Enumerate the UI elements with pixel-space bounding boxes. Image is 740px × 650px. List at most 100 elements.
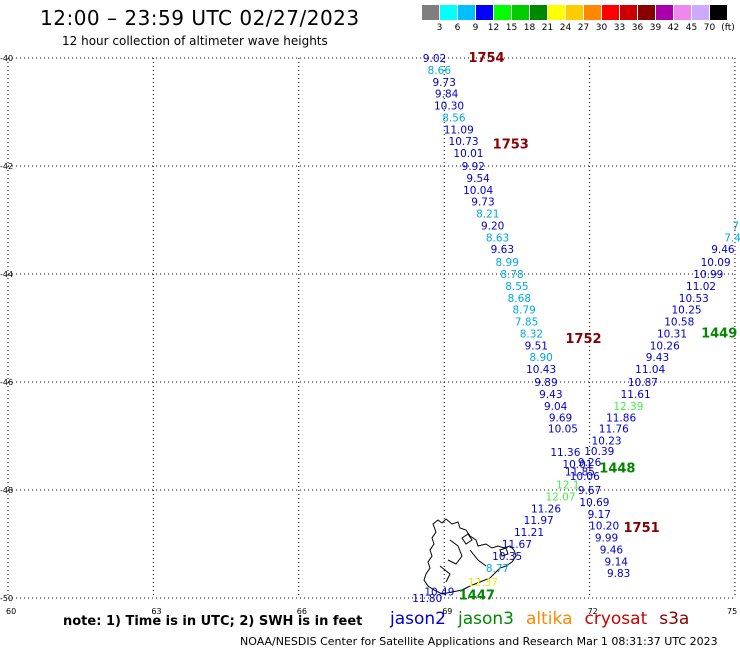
legend-label: 6 — [454, 23, 461, 33]
wave-height-reading: 8.32 — [520, 328, 543, 340]
island-outline — [423, 518, 517, 595]
satellite-label: s3a — [659, 609, 690, 629]
legend-label: 9 — [472, 23, 479, 33]
satellite-label: cryosat — [584, 609, 648, 629]
wave-height-reading: 9.84 — [435, 89, 459, 101]
legend-swatch — [548, 5, 565, 20]
legend-label: 21 — [541, 23, 554, 33]
wave-height-reading: 8.77 — [486, 563, 509, 575]
map-subtitle: 12 hour collection of altimeter wave hei… — [62, 34, 328, 48]
satellite-label: jason3 — [458, 609, 514, 629]
legend-swatch — [440, 5, 457, 20]
legend-label: 3 — [436, 23, 443, 33]
lon-tick-label: 69 — [442, 607, 452, 616]
lat-lon-grid — [7, 57, 736, 599]
lat-tick-label: -46 — [0, 378, 13, 387]
wave-height-reading: 10.49 — [424, 587, 454, 599]
wave-height-reading: 10.69 — [579, 497, 609, 509]
wave-height-reading: 11.85 — [565, 467, 595, 479]
wave-height-reading: 10.05 — [548, 423, 578, 435]
kerguelen-island — [423, 518, 517, 595]
wave-height-reading: 9.92 — [462, 161, 485, 173]
lon-tick-label: 66 — [297, 607, 307, 616]
wave-height-reading: 10.06 — [570, 471, 600, 483]
pass-time-label: 1753 — [493, 137, 529, 152]
wave-height-reading: 10.09 — [701, 257, 731, 269]
map-title: 12:00 – 23:59 UTC 02/27/2023 — [40, 6, 360, 30]
wave-height-reading: 9.73 — [433, 77, 456, 89]
wave-height-reading: 9.04 — [544, 401, 568, 413]
wave-height-reading: 11.80 — [412, 593, 442, 605]
pass-time-label: 1448 — [599, 461, 635, 476]
legend-swatch — [584, 5, 601, 20]
wave-height-reading: 8.55 — [505, 281, 528, 293]
wave-height-reading: 9.54 — [466, 173, 490, 185]
lat-tick-label: -50 — [0, 594, 13, 603]
pass-time-labels: 1754 1753 1752 1751 1449 1448 1447 — [459, 51, 738, 603]
wave-height-reading: 11.26 — [531, 503, 561, 515]
wave-height-reading: 9.67 — [578, 485, 601, 497]
wave-height-reading: 9.69 — [549, 413, 572, 425]
legend-swatch — [494, 5, 511, 20]
wave-height-reading: 9.46 — [600, 544, 624, 556]
wave-height-reading: 10.53 — [679, 293, 709, 305]
wave-height-reading: 9.17 — [588, 509, 611, 521]
axis-ticks: 60 63 66 69 72 75 -40 -42 -44 -46 -48 -50 — [0, 54, 737, 616]
legend-label: 15 — [505, 23, 518, 33]
wave-height-reading: 10.87 — [628, 377, 658, 389]
wave-height-reading: 10.01 — [453, 148, 483, 160]
legend-swatch — [458, 5, 475, 20]
wave-height-reading: 10.43 — [526, 364, 556, 376]
wave-height-reading: 11.61 — [621, 389, 651, 401]
wave-height-reading: 10.26 — [650, 340, 680, 352]
pass-time-label: 1751 — [624, 521, 660, 536]
wave-height-reading: 10.58 — [664, 317, 694, 329]
wave-height-reading: 8.66 — [428, 65, 452, 77]
wave-height-reading: 10.25 — [672, 305, 702, 317]
wave-height-reading: 12.37 — [468, 577, 498, 589]
pass-time-label: 1754 — [468, 51, 504, 66]
lon-tick-label: 75 — [727, 607, 737, 616]
wave-height-reading: 8.21 — [476, 209, 499, 221]
wave-height-reading: 11.76 — [599, 423, 629, 435]
wave-height-reading: 9.02 — [423, 53, 446, 65]
wave-height-reading: 7.4 — [724, 232, 740, 244]
altimeter-readings: 9.028.669.739.8410.308.5611.0910.7310.01… — [412, 53, 740, 605]
satellite-legend: jason2 jason3 altika cryosat s3a — [390, 609, 701, 629]
legend-label: 18 — [523, 23, 536, 33]
legend-label: 27 — [577, 23, 590, 33]
wave-height-reading: 9.43 — [539, 389, 562, 401]
wave-height-reading: 11.67 — [502, 539, 532, 551]
lat-tick-label: -48 — [0, 486, 13, 495]
wave-height-reading: 9.83 — [607, 568, 630, 580]
s3a-track: 9.028.669.739.8410.308.5611.0910.7310.01… — [423, 53, 631, 580]
wave-height-reading: 11.09 — [444, 124, 474, 136]
legend-swatch — [530, 5, 547, 20]
wave-height-reading: 10.99 — [693, 269, 723, 281]
legend-label: 70 — [703, 23, 716, 33]
lon-tick-label: 60 — [6, 607, 16, 616]
footer-note: note: 1) Time is in UTC; 2) SWH is in fe… — [63, 614, 363, 629]
wave-height-reading: 9.20 — [481, 220, 504, 232]
legend-unit: (ft) — [721, 23, 735, 33]
footer-credit: NOAA/NESDIS Center for Satellite Applica… — [240, 635, 718, 648]
island-inlet — [439, 539, 487, 583]
legend-swatch — [710, 5, 727, 20]
wave-height-reading: 11.97 — [524, 515, 554, 527]
pass-time-label: 1752 — [565, 332, 601, 347]
legend-label: 12 — [487, 23, 500, 33]
legend-swatch — [638, 5, 655, 20]
wave-height-reading: 9.26 — [578, 457, 602, 469]
wave-height-reading: 8.78 — [500, 269, 523, 281]
legend-label: 30 — [595, 23, 608, 33]
legend-swatch — [692, 5, 709, 20]
wave-height-reading: 10.20 — [589, 521, 619, 533]
wave-height-reading: 10.35 — [492, 551, 522, 563]
legend-label: 33 — [613, 23, 626, 33]
wave-height-reading: 10.30 — [434, 101, 464, 113]
wave-height-reading: 9.89 — [534, 377, 557, 389]
wave-height-reading: 7.85 — [515, 317, 538, 329]
pass-time-label: 1449 — [701, 326, 737, 341]
wave-height-reading: 11.86 — [606, 413, 636, 425]
wave-height-reading: 9.73 — [471, 197, 494, 209]
